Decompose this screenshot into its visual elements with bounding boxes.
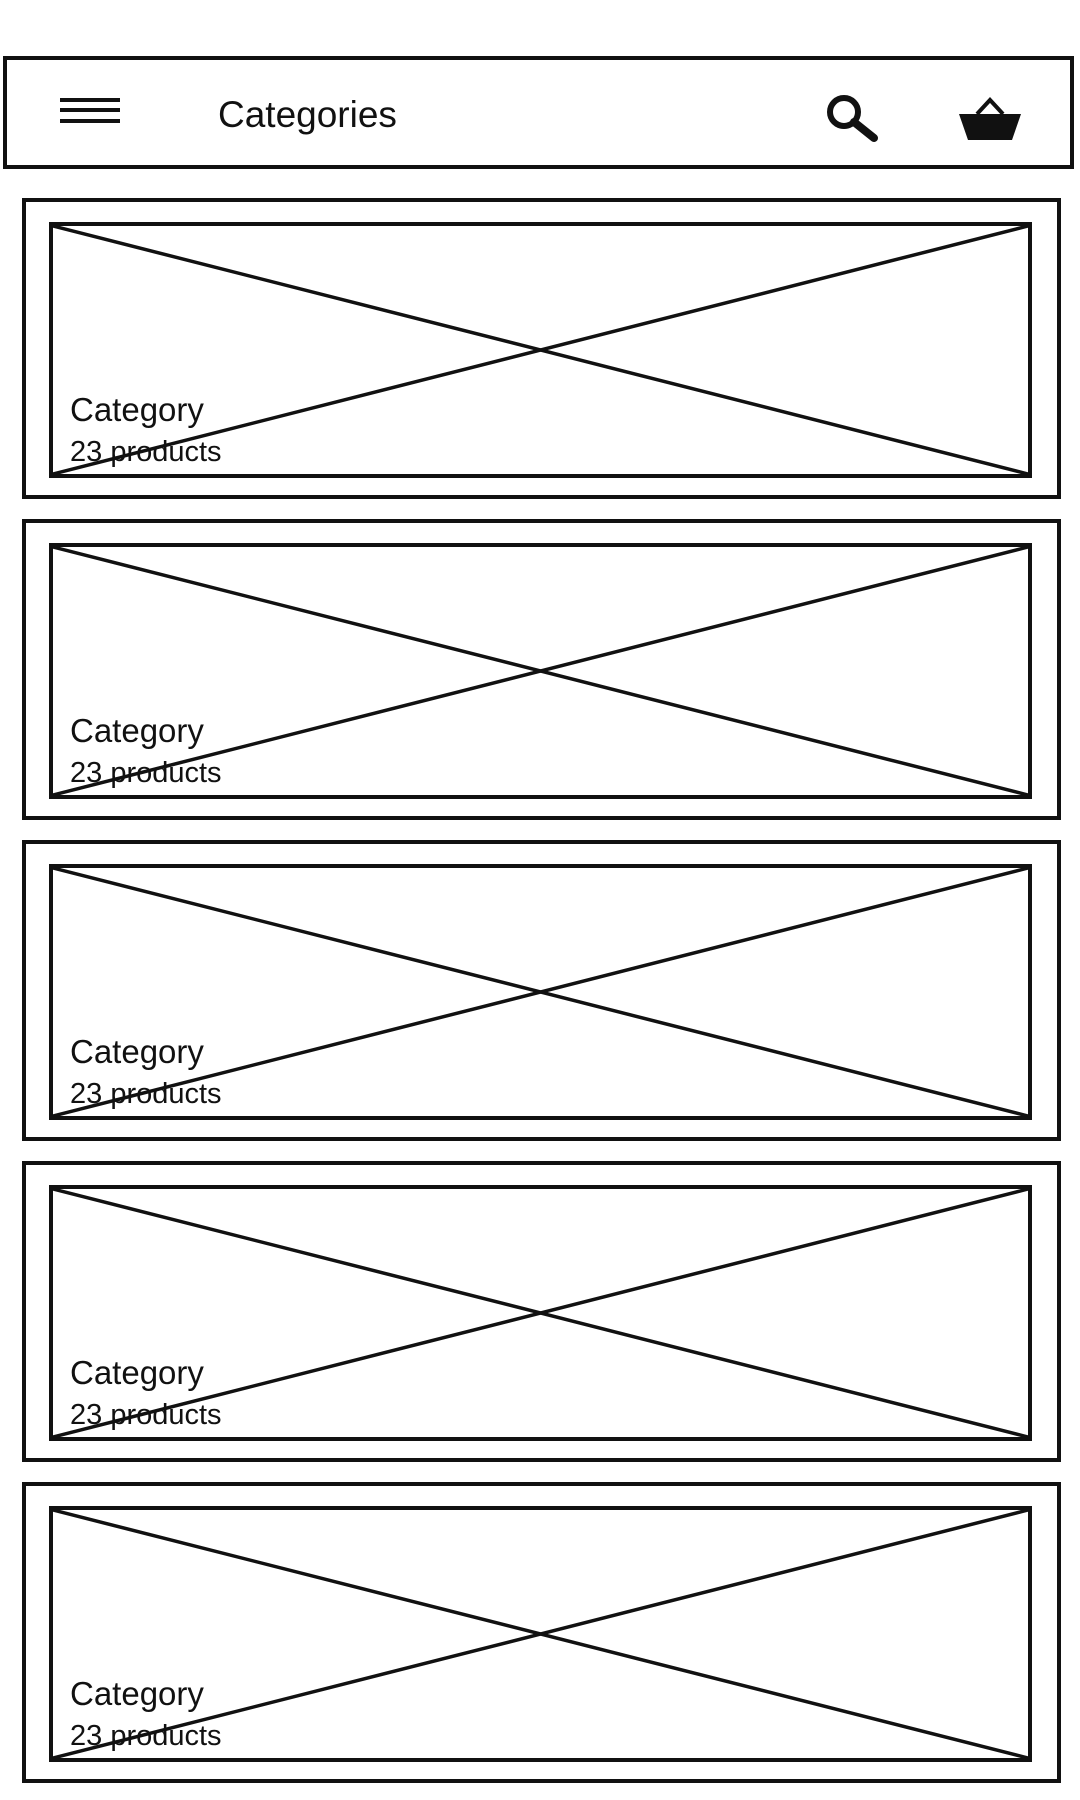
- image-placeholder: [49, 543, 1032, 799]
- image-placeholder-icon: [53, 868, 1028, 1116]
- shopping-basket-icon: [959, 97, 1021, 140]
- category-name: Category: [70, 1675, 204, 1712]
- image-placeholder: [49, 864, 1032, 1120]
- image-placeholder: [49, 222, 1032, 478]
- search-button[interactable]: [822, 94, 882, 144]
- cart-button[interactable]: [957, 94, 1023, 144]
- image-placeholder-icon: [53, 226, 1028, 474]
- page-title: Categories: [218, 94, 397, 135]
- image-placeholder-icon: [53, 1510, 1028, 1758]
- category-card[interactable]: Category 23 products: [22, 1482, 1061, 1783]
- menu-icon-line: [60, 108, 120, 112]
- menu-button[interactable]: [60, 96, 124, 132]
- category-name: Category: [70, 1354, 204, 1391]
- image-placeholder-icon: [53, 547, 1028, 795]
- category-product-count: 23 products: [70, 757, 222, 789]
- category-name: Category: [70, 1033, 204, 1070]
- search-icon: [827, 95, 878, 142]
- app-bar: Categories: [3, 56, 1074, 169]
- category-card[interactable]: Category 23 products: [22, 519, 1061, 820]
- category-product-count: 23 products: [70, 1078, 222, 1110]
- category-name: Category: [70, 391, 204, 428]
- category-product-count: 23 products: [70, 436, 222, 468]
- category-card[interactable]: Category 23 products: [22, 1161, 1061, 1462]
- category-product-count: 23 products: [70, 1720, 222, 1752]
- image-placeholder: [49, 1506, 1032, 1762]
- category-product-count: 23 products: [70, 1399, 222, 1431]
- category-card[interactable]: Category 23 products: [22, 840, 1061, 1141]
- category-name: Category: [70, 712, 204, 749]
- category-card[interactable]: Category 23 products: [22, 198, 1061, 499]
- menu-icon-line: [60, 119, 120, 123]
- image-placeholder-icon: [53, 1189, 1028, 1437]
- menu-icon-line: [60, 98, 120, 102]
- image-placeholder: [49, 1185, 1032, 1441]
